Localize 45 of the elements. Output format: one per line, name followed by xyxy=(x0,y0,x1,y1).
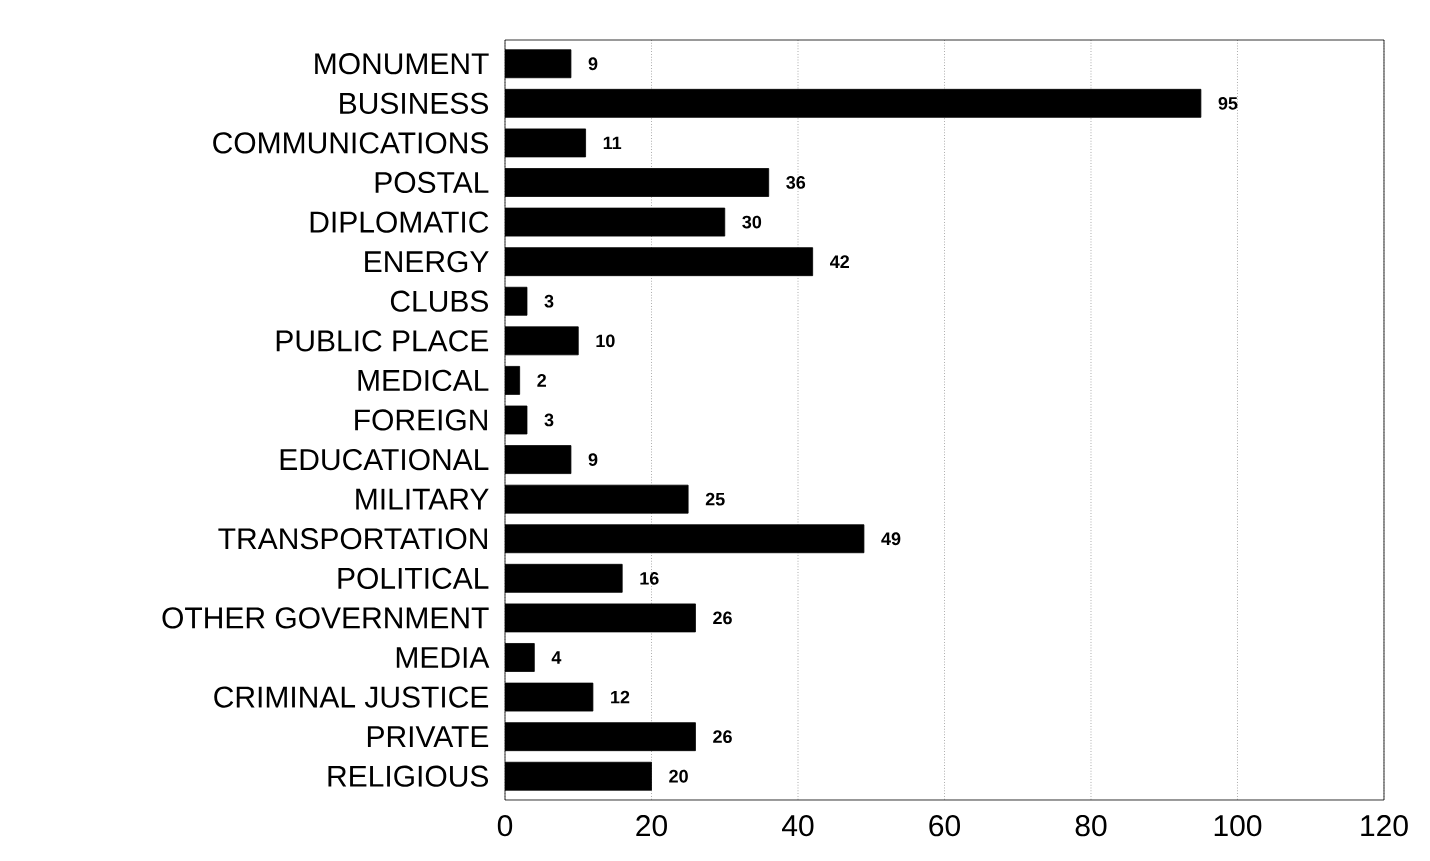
data-label: 30 xyxy=(742,215,762,229)
y-tick-label: MONUMENT xyxy=(315,53,489,75)
y-tick-label: EDUCATIONAL xyxy=(280,448,489,471)
data-label: 2 xyxy=(537,374,546,387)
x-tick-label: 100 xyxy=(1214,815,1262,837)
y-tick-label: PRIVATE xyxy=(367,726,489,747)
y-tick-label: ENERGY xyxy=(365,251,489,273)
x-tick-label: 0 xyxy=(497,815,513,837)
x-tick-label: 40 xyxy=(782,815,814,837)
data-label: 26 xyxy=(713,611,732,625)
data-label: 36 xyxy=(786,176,806,189)
y-tick-label: CRIMINAL JUSTICE xyxy=(214,686,489,708)
data-label: 11 xyxy=(603,136,622,150)
data-label: 42 xyxy=(830,255,850,268)
y-tick-label: MEDICAL xyxy=(358,369,489,392)
data-label: 3 xyxy=(544,413,554,427)
data-label: 9 xyxy=(588,57,598,71)
y-tick-label: MILITARY xyxy=(356,488,489,510)
y-tick-label: MEDIA xyxy=(396,647,490,668)
data-label: 9 xyxy=(588,453,598,466)
x-tick-label: 80 xyxy=(1075,815,1107,837)
data-label: 95 xyxy=(1218,96,1238,110)
data-label: 49 xyxy=(881,532,901,546)
data-label: 4 xyxy=(551,651,562,664)
data-label: 3 xyxy=(544,294,554,308)
y-tick-label: TRANSPORTATION xyxy=(218,528,487,550)
data-label: 10 xyxy=(596,334,615,348)
x-tick-label: 60 xyxy=(929,815,960,837)
y-tick-label: DIPLOMATIC xyxy=(310,211,489,233)
data-label: 26 xyxy=(713,730,732,744)
x-tick-label: 20 xyxy=(636,815,667,837)
y-tick-label: OTHER GOVERNMENT xyxy=(162,607,489,629)
y-tick-label: FOREIGN xyxy=(355,409,487,431)
y-tick-label: POSTAL xyxy=(375,171,489,194)
data-label: 25 xyxy=(705,492,725,506)
data-label: 20 xyxy=(669,769,688,783)
y-tick-label: RELIGIOUS xyxy=(328,765,489,787)
y-tick-label: PUBLIC PLACE xyxy=(276,330,489,352)
data-label: 12 xyxy=(611,690,630,704)
y-tick-label: BUSINESS xyxy=(340,92,489,114)
x-tick-label: 120 xyxy=(1361,815,1408,837)
y-tick-label: COMMUNICATIONS xyxy=(213,132,489,154)
data-label: 16 xyxy=(640,571,659,585)
y-tick-label: CLUBS xyxy=(390,290,489,312)
y-tick-label: POLITICAL xyxy=(338,567,489,589)
